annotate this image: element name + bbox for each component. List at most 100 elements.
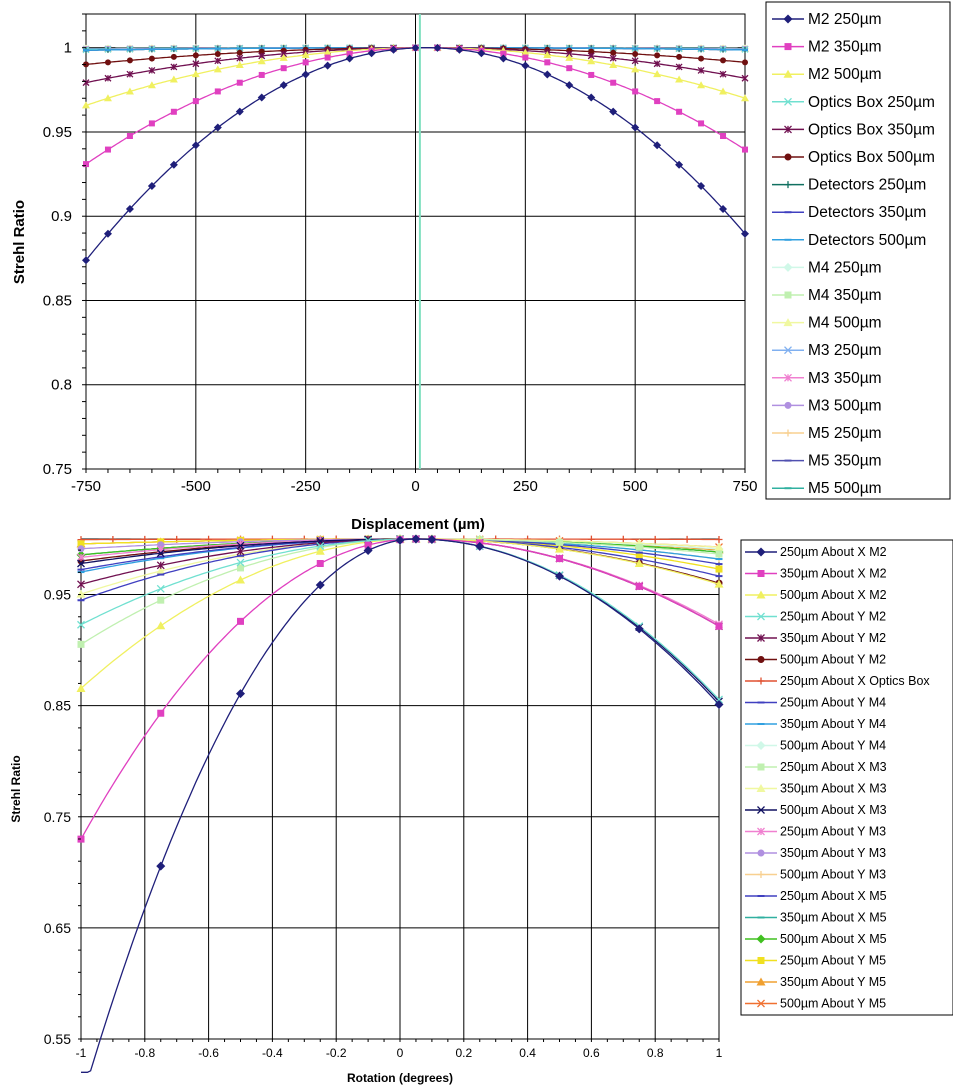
legend-label: 250µm About Y M2 <box>780 610 886 624</box>
data-point <box>714 542 724 551</box>
data-point <box>156 584 165 593</box>
data-point <box>427 534 437 544</box>
legend-label: 500µm About Y M4 <box>780 739 886 753</box>
data-point <box>125 87 134 95</box>
data-point <box>556 555 563 563</box>
data-point <box>213 65 222 73</box>
data-point <box>236 541 245 550</box>
data-point <box>157 596 165 604</box>
legend-label: Optics Box 350µm <box>808 121 935 138</box>
data-point <box>192 60 200 68</box>
data-point <box>741 94 749 102</box>
y-tick-label: 0.8 <box>51 377 72 394</box>
data-point <box>631 123 640 132</box>
ticks-rotation: -1 -0.8 -0.6 -0.4 -0.2 0 0.2 0.4 0.6 0.8 1 0.55 0.65… <box>44 549 723 1060</box>
data-point <box>126 133 133 140</box>
data-point <box>170 53 177 60</box>
x-tick-label: 0.4 <box>519 1046 536 1060</box>
data-point <box>169 75 178 83</box>
x-tick-label: 1 <box>716 1046 723 1060</box>
legend-marker <box>756 977 766 986</box>
data-point <box>280 65 287 72</box>
legend-label: M2 250µm <box>808 11 882 28</box>
data-point <box>653 60 661 68</box>
legend-marker <box>757 916 765 919</box>
legend-entry: 250µm About X M3 <box>745 760 887 774</box>
data-point <box>258 71 265 78</box>
data-point <box>609 107 618 116</box>
data-point <box>77 568 85 571</box>
data-point <box>77 640 85 648</box>
data-point <box>148 120 155 127</box>
legend-entry: 500µm About Y M2 <box>745 653 886 667</box>
legend-entry: M4 500µm <box>772 315 882 332</box>
legend-entry: Optics Box 250µm <box>772 94 935 111</box>
legend-entry: 500µm About X M2 <box>745 588 887 602</box>
legend-marker <box>783 69 793 78</box>
data-point <box>720 48 727 51</box>
data-point <box>741 229 749 238</box>
legend-label: M3 350µm <box>808 370 882 387</box>
data-point <box>714 699 724 709</box>
legend-label: Optics Box 500µm <box>808 149 935 166</box>
x-tick-label: -1 <box>76 1046 87 1060</box>
data-point <box>214 88 221 95</box>
data-point <box>157 709 165 717</box>
data-point <box>654 47 661 50</box>
legend-marker <box>783 262 793 272</box>
y-tick-label: 0.85 <box>43 292 72 309</box>
data-point <box>651 535 659 543</box>
x-axis-label-displacement: Displacement (µm) <box>351 516 485 533</box>
y-axis-label-rotation: Strehl Ratio <box>9 755 23 822</box>
legend-entry: Detectors 350µm <box>772 204 926 221</box>
data-point <box>631 57 639 65</box>
legend-marker <box>784 459 792 462</box>
data-point <box>76 683 86 692</box>
legend-marker <box>784 238 792 241</box>
legend-entry: 350µm About X M2 <box>745 567 887 581</box>
legend-marker <box>784 373 792 382</box>
data-point <box>192 47 199 50</box>
data-point <box>125 204 134 213</box>
legend-entry: 350µm About Y M2 <box>745 631 886 645</box>
data-point <box>148 48 155 51</box>
legend-entry: 350µm About X M3 <box>745 782 887 796</box>
data-point <box>109 536 117 544</box>
data-point <box>236 54 244 62</box>
data-point <box>697 181 706 190</box>
data-point <box>192 98 199 105</box>
legend-label: Detectors 500µm <box>808 232 926 249</box>
data-point <box>236 558 245 567</box>
data-point <box>235 107 244 116</box>
legend-marker <box>757 570 765 577</box>
legend-label: 500µm About Y M2 <box>780 653 886 667</box>
data-point <box>565 53 574 61</box>
legend-label: 250µm About X M2 <box>780 545 887 559</box>
data-point <box>632 50 639 57</box>
data-point <box>719 204 728 213</box>
legend-label: 250µm About X M3 <box>780 760 887 774</box>
x-tick-label: 0.8 <box>647 1046 664 1060</box>
legend-label: 500µm About X M3 <box>780 803 887 817</box>
legend-entry: 250µm About X M5 <box>745 889 887 903</box>
data-point <box>544 59 551 66</box>
data-point <box>500 50 507 57</box>
data-point <box>632 47 639 50</box>
legend-entry: 500µm About Y M5 <box>745 997 886 1011</box>
legend-entry: 350µm About Y M3 <box>745 846 886 860</box>
legend-entry: 500µm About X M5 <box>745 932 887 946</box>
data-point <box>156 566 166 575</box>
data-point <box>170 63 178 71</box>
data-point <box>521 61 530 70</box>
data-point <box>236 575 245 584</box>
y-tick-label: 0.95 <box>43 124 72 141</box>
data-point <box>697 66 705 74</box>
x-tick-label: -0.8 <box>134 1046 155 1060</box>
legend-entry: Optics Box 500µm <box>772 149 935 166</box>
data-point <box>279 81 288 90</box>
data-point <box>411 43 420 52</box>
data-point <box>364 541 372 549</box>
legend-entry: M4 350µm <box>772 287 882 304</box>
data-point <box>588 71 595 78</box>
data-point <box>76 589 86 598</box>
